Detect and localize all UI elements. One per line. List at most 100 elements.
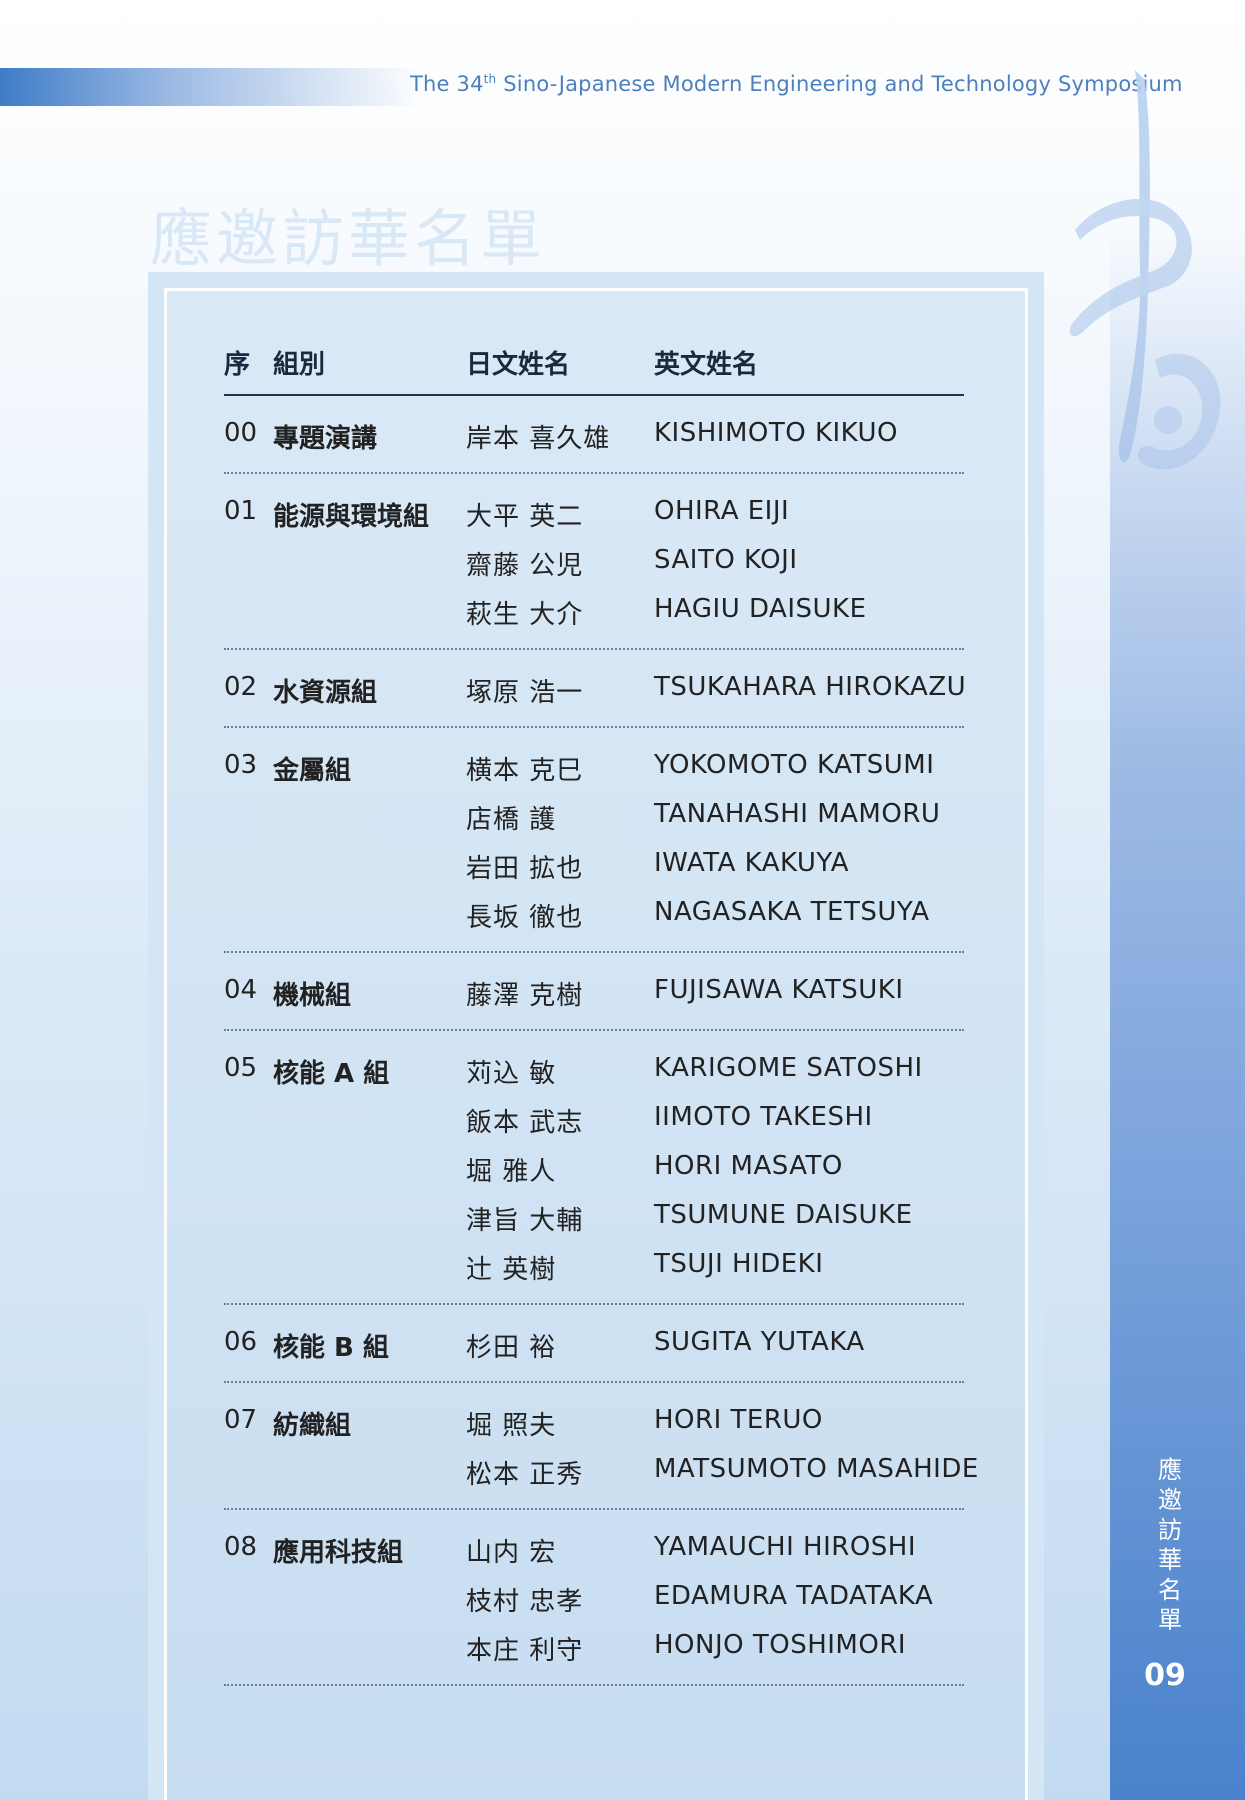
english-name: YAMAUCHI HIROSHI [654,1532,917,1562]
japanese-name: 杉田 裕 [466,1333,557,1363]
english-name: TSUKAHARA HIROKAZU [654,672,967,702]
table-group: 08 應用科技組 山内 宏 YAMAUCHI HIROSHI 枝村 忠孝 EDAMURA … [224,1510,964,1686]
group-number: 05 [224,1053,258,1083]
table-group: 00 專題演講 岸本 喜久雄 KISHIMOTO KIKUO [224,396,964,474]
table-row: 萩生 大介 HAGIU DAISUKE [224,585,964,634]
table-row: 06 核能 B 組 杉田 裕 SUGITA YUTAKA [224,1318,964,1367]
header-accent-bar [0,68,420,106]
table-row: 本庄 利守 HONJO TOSHIMORI [224,1621,964,1670]
japanese-name: 津旨 大輔 [466,1206,584,1236]
japanese-name: 店橋 護 [466,805,557,835]
english-name: HORI MASATO [654,1151,843,1181]
group-name: 核能 A 組 [273,1059,390,1089]
group-name: 水資源組 [273,678,378,708]
table-group: 06 核能 B 組 杉田 裕 SUGITA YUTAKA [224,1305,964,1383]
table-row: 07 紡織組 堀 照夫 HORI TERUO [224,1396,964,1445]
japanese-name: 苅込 敏 [466,1059,557,1089]
english-name: OHIRA EIJI [654,496,790,526]
english-name: MATSUMOTO MASAHIDE [654,1454,979,1484]
japanese-name: 枝村 忠孝 [466,1587,584,1617]
group-number: 02 [224,672,258,702]
table-row: 辻 英樹 TSUJI HIDEKI [224,1240,964,1289]
english-name: KISHIMOTO KIKUO [654,418,899,448]
side-strip [1110,230,1245,1800]
running-header: The 34th Sino-Japanese Modern Engineerin… [410,72,1183,96]
english-name: IIMOTO TAKESHI [654,1102,873,1132]
table-header: 序 組別 日文姓名 英文姓名 [224,334,964,396]
english-name: TSUMUNE DAISUKE [654,1200,913,1230]
english-name: YOKOMOTO KATSUMI [654,750,935,780]
table-row: 堀 雅人 HORI MASATO [224,1142,964,1191]
japanese-name: 堀 雅人 [466,1157,557,1187]
japanese-name: 飯本 武志 [466,1108,584,1138]
column-header-english-name: 英文姓名 [654,350,759,380]
japanese-name: 萩生 大介 [466,600,584,630]
english-name: SAITO KOJI [654,545,798,575]
group-name: 應用科技組 [273,1538,404,1568]
page-title: 應邀訪華名單 [150,202,547,275]
table-group: 01 能源與環境組 大平 英二 OHIRA EIJI 齋藤 公児 SAITO KOJI 萩生… [224,474,964,650]
japanese-name: 岸本 喜久雄 [466,424,611,454]
table-row: 05 核能 A 組 苅込 敏 KARIGOME SATOSHI [224,1044,964,1093]
english-name: NAGASAKA TETSUYA [654,897,930,927]
english-name: SUGITA YUTAKA [654,1327,865,1357]
japanese-name: 本庄 利守 [466,1636,584,1666]
group-name: 核能 B 組 [273,1333,389,1363]
side-title: 應 邀 訪 華 名 單 [1150,1455,1190,1635]
table-group: 03 金屬組 横本 克巳 YOKOMOTO KATSUMI 店橋 護 TANAHASHI … [224,728,964,953]
group-number: 08 [224,1532,258,1562]
table-row: 長坂 徹也 NAGASAKA TETSUYA [224,888,964,937]
japanese-name: 松本 正秀 [466,1460,584,1490]
japanese-name: 齋藤 公児 [466,551,584,581]
table-row: 03 金屬組 横本 克巳 YOKOMOTO KATSUMI [224,741,964,790]
english-name: KARIGOME SATOSHI [654,1053,923,1083]
column-header-group: 組別 [273,350,326,380]
japanese-name: 岩田 拡也 [466,854,584,884]
english-name: TANAHASHI MAMORU [654,799,941,829]
english-name: IWATA KAKUYA [654,848,850,878]
group-number: 01 [224,496,258,526]
group-name: 機械組 [273,981,352,1011]
table-row: 松本 正秀 MATSUMOTO MASAHIDE [224,1445,978,1494]
english-name: HORI TERUO [654,1405,823,1435]
table-row: 店橋 護 TANAHASHI MAMORU [224,790,964,839]
side-title-char: 名 [1158,1576,1182,1604]
table-group: 05 核能 A 組 苅込 敏 KARIGOME SATOSHI 飯本 武志 IIMOTO … [224,1031,964,1305]
english-name: FUJISAWA KATSUKI [654,975,904,1005]
column-header-japanese-name: 日文姓名 [466,350,571,380]
table-row: 岩田 拡也 IWATA KAKUYA [224,839,964,888]
japanese-name: 山内 宏 [466,1538,557,1568]
side-title-char: 訪 [1158,1516,1182,1544]
japanese-name: 横本 克巳 [466,756,584,786]
group-name: 紡織組 [273,1411,352,1441]
japanese-name: 塚原 浩一 [466,678,584,708]
japanese-name: 堀 照夫 [466,1411,557,1441]
table-body: 00 專題演講 岸本 喜久雄 KISHIMOTO KIKUO 01 能源與環境組 大平 英二… [224,396,978,1686]
table-frame-inner [164,288,1028,1800]
japanese-name: 辻 英樹 [466,1255,557,1285]
english-name: HAGIU DAISUKE [654,594,867,624]
table-row: 00 專題演講 岸本 喜久雄 KISHIMOTO KIKUO [224,409,964,458]
english-name: TSUJI HIDEKI [654,1249,824,1279]
table-row: 飯本 武志 IIMOTO TAKESHI [224,1093,964,1142]
table-row: 08 應用科技組 山内 宏 YAMAUCHI HIROSHI [224,1523,964,1572]
column-header-number: 序 [224,350,251,380]
group-number: 04 [224,975,258,1005]
english-name: EDAMURA TADATAKA [654,1581,934,1611]
page-number: 09 [1144,1658,1186,1693]
table-row: 枝村 忠孝 EDAMURA TADATAKA [224,1572,964,1621]
japanese-name: 藤澤 克樹 [466,981,584,1011]
group-number: 07 [224,1405,258,1435]
side-title-char: 應 [1158,1456,1182,1484]
group-name: 能源與環境組 [273,502,430,532]
side-title-char: 邀 [1158,1486,1182,1514]
group-name: 專題演講 [273,424,378,454]
table-row: 津旨 大輔 TSUMUNE DAISUKE [224,1191,964,1240]
group-name: 金屬組 [273,756,352,786]
table-group: 04 機械組 藤澤 克樹 FUJISAWA KATSUKI [224,953,964,1031]
japanese-name: 大平 英二 [466,502,584,532]
table-row: 01 能源與環境組 大平 英二 OHIRA EIJI [224,487,964,536]
table-group: 02 水資源組 塚原 浩一 TSUKAHARA HIROKAZU [224,650,967,728]
group-number: 06 [224,1327,258,1357]
english-name: HONJO TOSHIMORI [654,1630,907,1660]
